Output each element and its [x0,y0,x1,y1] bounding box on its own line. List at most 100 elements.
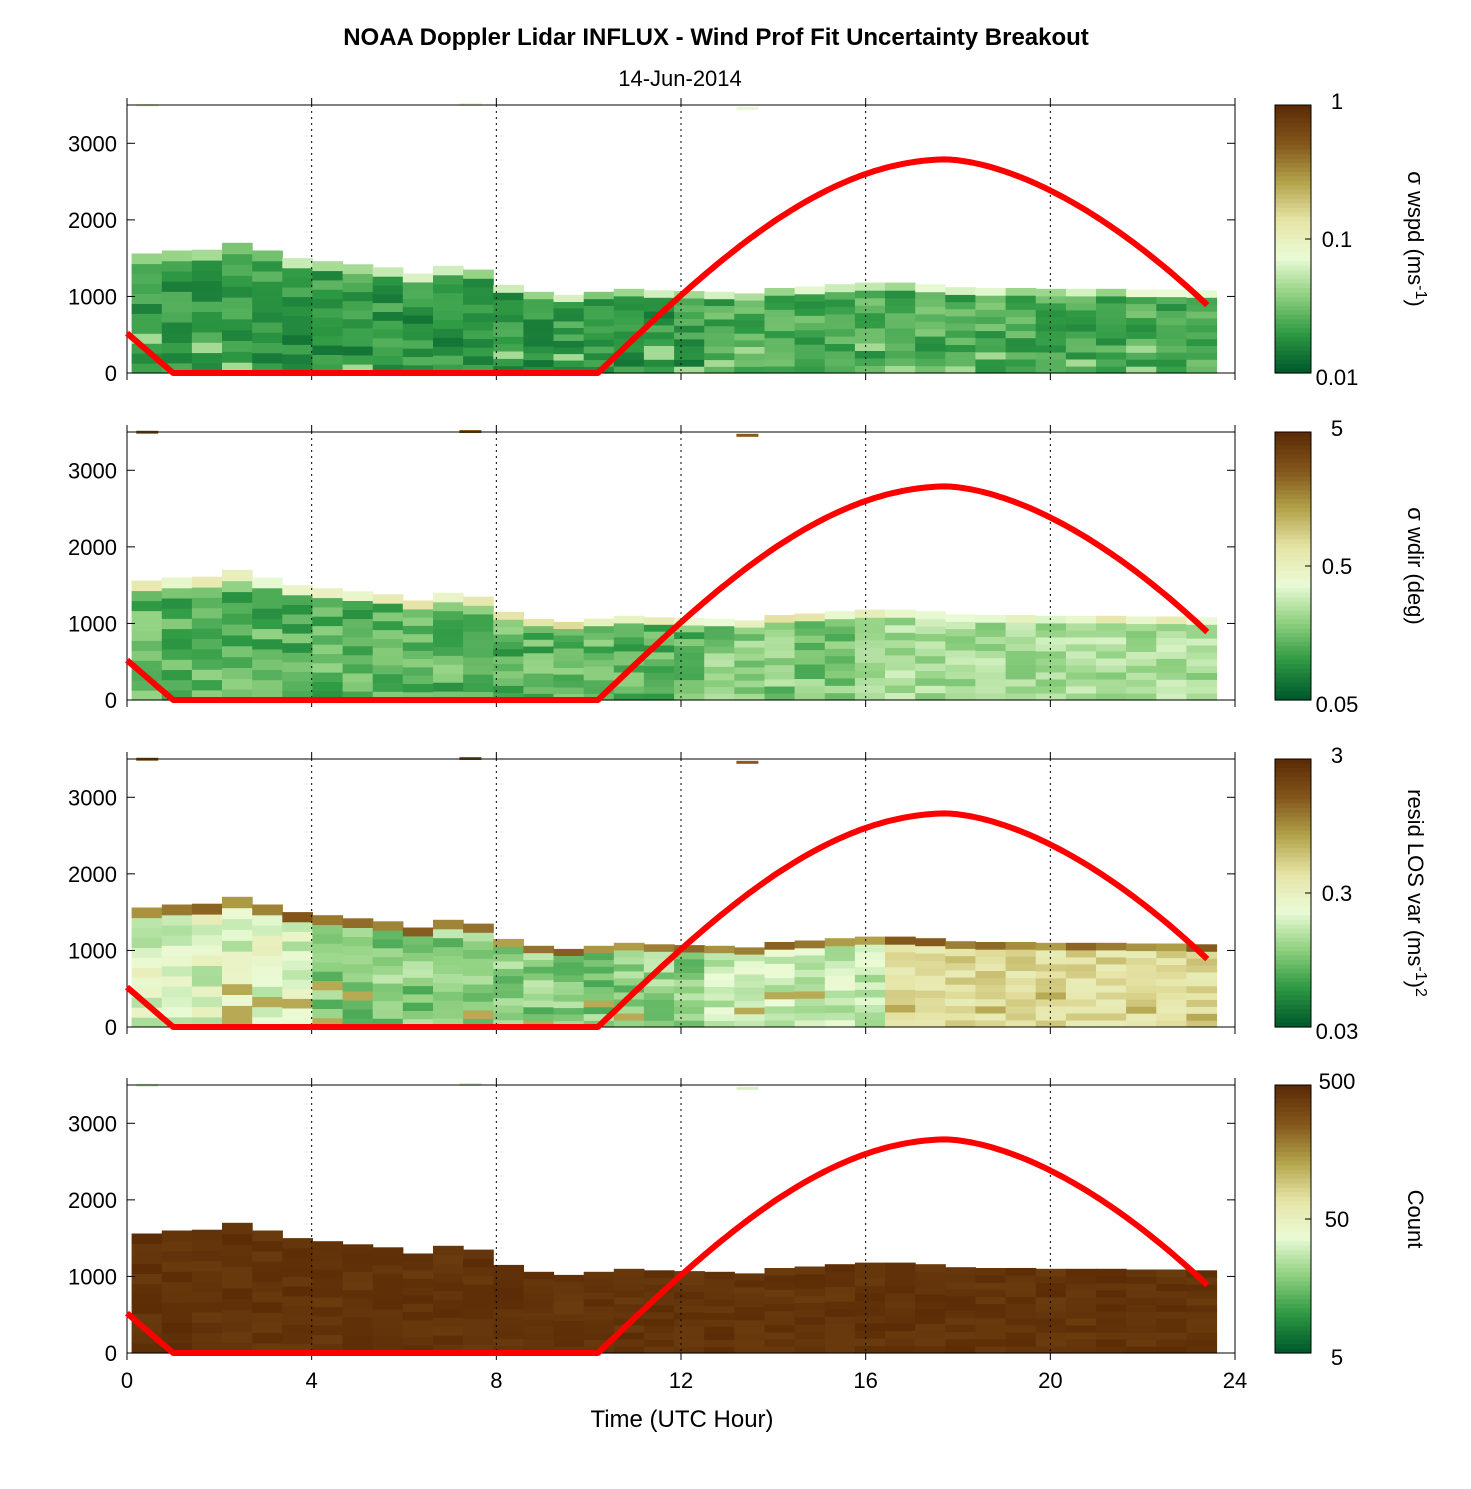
heatmap-cell [342,672,374,683]
heatmap-cell [1035,942,1067,951]
heatmap-cell [885,662,916,671]
heatmap-cell [975,330,1007,339]
heatmap-cell [553,1333,585,1341]
colorbar-segment [1275,534,1311,540]
colorbar-segment [1275,637,1311,643]
heatmap-cell [975,664,1007,673]
heatmap-cell [945,635,976,644]
heatmap-cell [372,1300,404,1310]
heatmap-cell [1156,971,1187,979]
colorbar-segment [1275,189,1311,195]
heatmap-cell [222,286,253,298]
heatmap-cell [734,1273,765,1281]
heatmap-cell [975,984,1007,993]
heatmap-cell [402,960,434,970]
heatmap-cell [402,1311,434,1321]
heatmap-cell [583,652,615,661]
heatmap-cell [945,692,976,701]
heatmap-cell [493,678,524,686]
heatmap-cell [824,1271,856,1280]
heatmap-cell [1096,650,1127,659]
heatmap-cell [674,1346,705,1354]
heatmap-cell [222,1298,253,1311]
heatmap-cell [764,1303,796,1312]
heatmap-cell [131,917,163,929]
heatmap-cell [1035,1020,1067,1028]
heatmap-cell [493,1301,524,1310]
heatmap-cell [674,1006,705,1014]
heatmap-cell [1126,1013,1157,1021]
heatmap-cell [312,261,344,272]
heatmap-cell [975,1289,1007,1297]
heatmap-cell [402,675,434,684]
heatmap-cell [734,366,765,374]
heatmap-cell [824,328,856,337]
heatmap-cell [1156,957,1187,965]
heatmap-cell [493,1272,524,1281]
colorbar-label: resid LOS var (ms-1)2 [1403,789,1429,997]
heatmap-cell [734,686,765,694]
heatmap-cell [794,983,826,992]
heatmap-cell [1035,1324,1067,1333]
heatmap-cell [613,643,645,652]
heatmap-cell [975,629,1007,637]
heatmap-cell [463,347,494,357]
colorbar-segment [1275,454,1311,460]
colorbar-segment [1275,274,1311,280]
heatmap-cell [643,1006,675,1014]
heatmap-cell [945,685,976,694]
heatmap-cell [282,1238,313,1249]
heatmap-cell [674,659,705,667]
y-tick-label: 1000 [68,284,117,309]
colorbar-segment [1275,432,1311,438]
heatmap-cell [1035,1275,1067,1284]
heatmap-cell [1156,338,1187,346]
heatmap-cell [1156,1311,1187,1319]
heatmap-cell [433,346,464,356]
heatmap-cell [1126,1332,1157,1340]
heatmap-cell [463,364,494,374]
heatmap-cell [372,947,404,958]
heatmap-cell [372,337,404,348]
heatmap-cell [342,681,374,692]
colorbar-tick-label: 1 [1331,89,1343,114]
heatmap-cell [1035,671,1067,680]
heatmap-cell [131,253,163,265]
x-axis-label: Time (UTC Hour) [590,1406,773,1433]
heatmap-cell [191,1322,223,1334]
heatmap-cell [1156,1006,1187,1014]
heatmap-cell [222,907,253,920]
heatmap-cell [191,342,223,354]
heatmap-cell [372,1309,404,1319]
heatmap-cell [342,663,374,674]
heatmap-cell [1186,1346,1218,1354]
heatmap-cell [674,958,705,967]
heatmap-cell [342,1244,374,1254]
heatmap-cell [191,1291,223,1303]
heatmap-cell [613,984,645,993]
heatmap-cell [583,339,615,347]
heatmap-cell [945,969,976,978]
heatmap-cell [915,1012,946,1021]
heatmap-cell [975,678,1007,687]
colorbar-segment [1275,1339,1311,1345]
colorbar-segment [1275,888,1311,894]
heatmap-cell [1096,288,1127,297]
heatmap-cell [402,650,434,660]
heatmap-cell [1186,958,1218,966]
heatmap-cell [1035,1296,1067,1305]
heatmap-cell [734,313,765,321]
heatmap-cell [433,1326,464,1336]
heatmap-cell [252,1281,283,1293]
heatmap-cell [131,273,163,285]
heatmap-cell [764,956,796,964]
colorbar-segment [1275,960,1311,966]
heatmap-cell [674,345,705,354]
heatmap-cell [433,283,464,294]
heatmap-cell [433,1009,464,1019]
heatmap-cell [583,318,615,327]
heatmap-cell [583,666,615,674]
heatmap-cell [583,999,615,1008]
heatmap-cell [915,1330,946,1339]
